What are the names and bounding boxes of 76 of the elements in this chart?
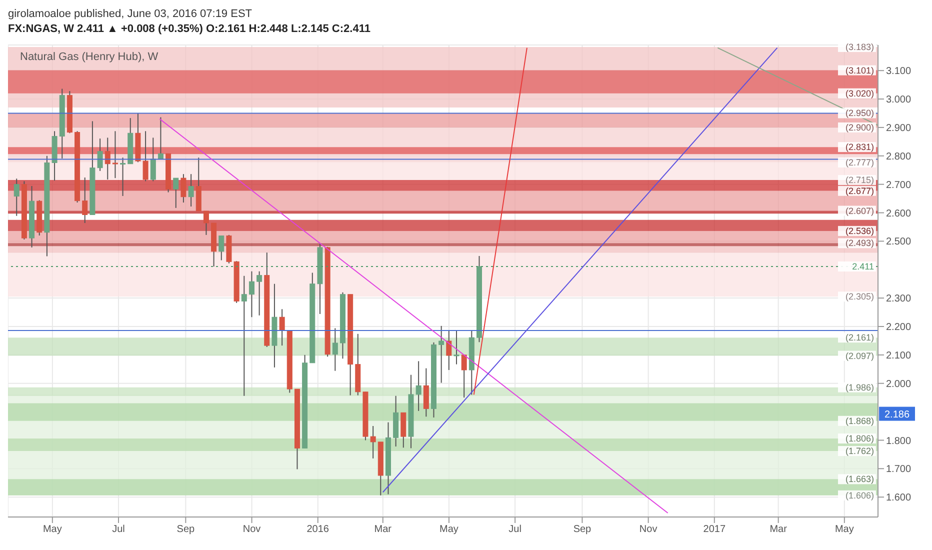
y-tick-label: 1.700 <box>886 464 912 476</box>
y-tick-label: 1.800 <box>886 436 912 447</box>
candlestick <box>188 174 194 208</box>
y-tick-label: 2.500 <box>886 236 912 248</box>
x-tick-label: Jul <box>112 524 125 536</box>
candlestick <box>400 412 406 448</box>
chart-subtitle: FX:NGAS, W 2.411 ▲ +0.008 (+0.35%) O:2.161 H:2.448 L:2.145 C:2.411 <box>8 23 372 37</box>
annotation: (2.677) <box>845 186 874 196</box>
x-tick-label: Sep <box>573 524 592 536</box>
x-tick-label: 2016 <box>306 524 330 536</box>
candlestick <box>82 177 88 224</box>
annotation: (2.777) <box>845 157 874 168</box>
annotation: 2.186 <box>884 409 910 420</box>
annotation: (2.305) <box>845 292 874 302</box>
x-tick-label: Mar <box>374 524 392 536</box>
candlestick <box>218 235 224 261</box>
annotation: (3.183) <box>845 42 874 52</box>
annotation: (3.020) <box>845 88 874 98</box>
y-tick-label: 2.700 <box>886 180 912 191</box>
y-tick-label: 2.800 <box>886 151 912 162</box>
x-tick-label: Nov <box>639 524 658 536</box>
candlestick <box>454 330 460 365</box>
annotation: (1.606) <box>845 490 874 500</box>
annotation: (2.097) <box>845 350 874 361</box>
x-tick-label: Mar <box>770 524 788 536</box>
candlestick <box>14 178 20 216</box>
y-tick-label: 3.000 <box>886 94 912 106</box>
y-tick-label: 2.600 <box>886 208 912 220</box>
x-tick-label: 2017 <box>703 524 726 536</box>
annotation: (2.715) <box>845 175 874 186</box>
annotation: (1.868) <box>845 416 874 426</box>
candlestick <box>180 174 186 204</box>
candlestick <box>104 137 110 180</box>
candlestick <box>446 330 452 370</box>
x-tick-label: May <box>42 524 62 536</box>
x-tick-label: Sep <box>176 524 196 536</box>
x-tick-label: May <box>834 524 854 536</box>
y-tick-label: 2.100 <box>886 350 912 362</box>
candlestick <box>423 368 429 418</box>
annotation: (1.762) <box>845 446 874 456</box>
annotation: (2.831) <box>845 142 874 152</box>
candlestick <box>203 210 209 236</box>
candlestick <box>112 130 118 179</box>
y-tick-label: 2.200 <box>886 322 912 334</box>
candlestick <box>173 178 179 208</box>
annotation: (2.161) <box>845 332 874 343</box>
candlestick <box>438 325 444 384</box>
y-tick-label: 1.600 <box>886 492 912 504</box>
annotation: (1.986) <box>845 382 874 392</box>
y-tick-label: 2.900 <box>886 123 912 134</box>
y-tick-label: 2.300 <box>886 294 912 305</box>
candlestick <box>256 270 262 316</box>
annotation: (1.663) <box>845 474 874 484</box>
candlestick <box>120 157 126 196</box>
annotation: (2.493) <box>845 238 874 248</box>
candlestick <box>461 354 467 398</box>
x-tick-label: May <box>440 524 458 536</box>
annotation: (2.536) <box>845 226 874 236</box>
x-tick-label: Nov <box>242 524 261 536</box>
candlestick <box>241 275 247 396</box>
annotation: (2.950) <box>845 108 874 118</box>
candlestick <box>332 328 338 372</box>
annotation: (3.101) <box>845 65 874 76</box>
candlestick <box>279 308 285 346</box>
annotation: (2.607) <box>845 206 874 216</box>
candlestick <box>158 116 164 160</box>
candlestick <box>150 137 156 182</box>
candlestick <box>248 270 254 318</box>
y-tick-label: 3.100 <box>886 66 912 78</box>
chart-title: girolamoaloe published, June 03, 2016 07:19 EST <box>8 8 254 22</box>
annotation: (2.900) <box>845 122 874 132</box>
annotation: (1.806) <box>845 434 874 444</box>
x-tick-label: Jul <box>508 524 522 536</box>
y-tick-label: 2.000 <box>886 378 912 390</box>
annotation: Natural Gas (Henry Hub), W <box>20 51 158 63</box>
ref-line-label: 2.411 <box>852 262 874 272</box>
